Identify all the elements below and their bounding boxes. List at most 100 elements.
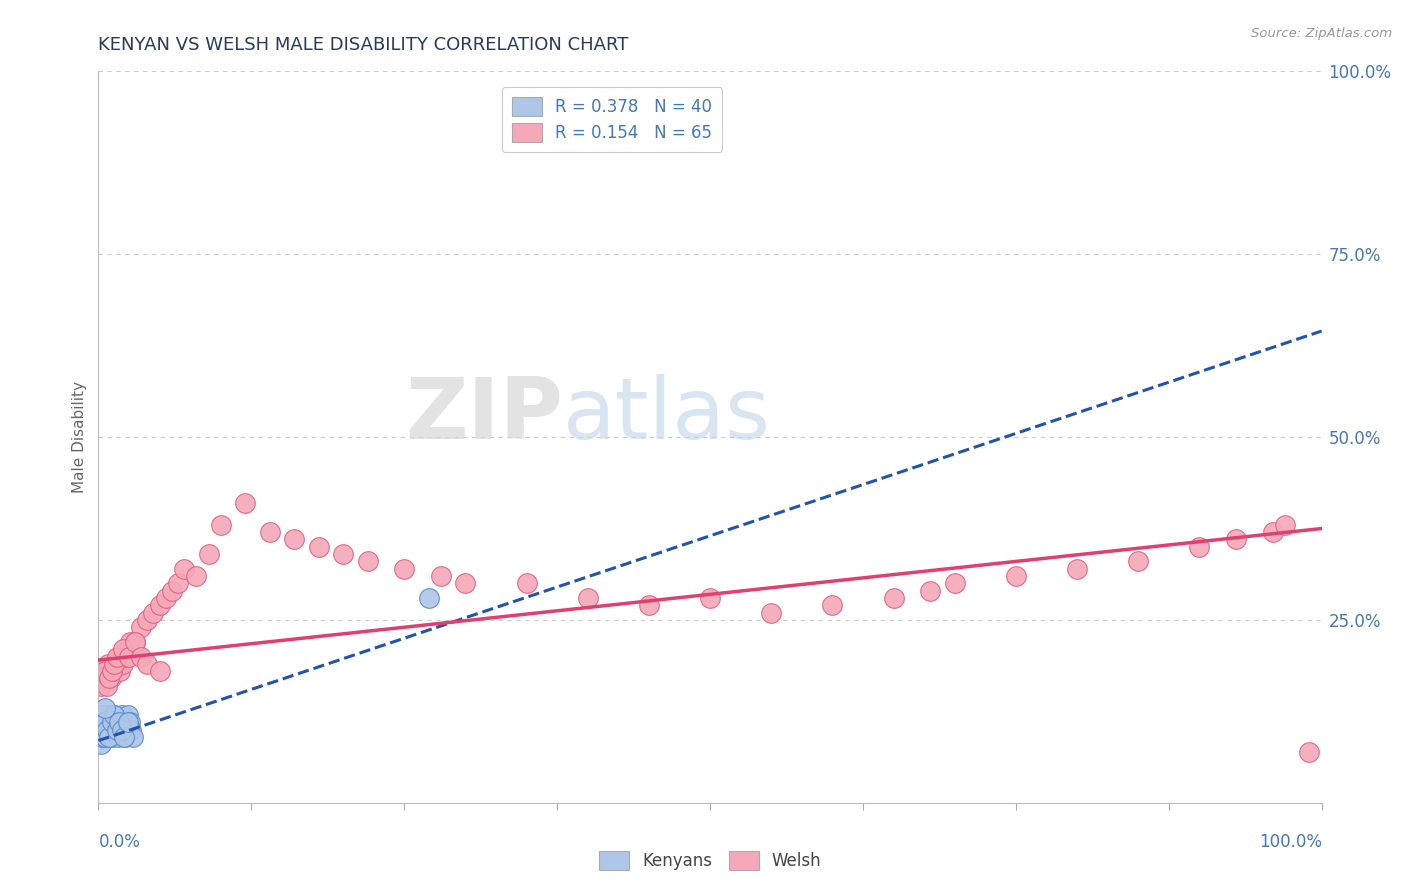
Point bbox=[124, 635, 146, 649]
Point bbox=[118, 649, 141, 664]
Point bbox=[118, 723, 141, 737]
Point bbox=[93, 664, 115, 678]
Text: Source: ZipAtlas.com: Source: ZipAtlas.com bbox=[1251, 27, 1392, 40]
Point bbox=[90, 737, 112, 751]
Point bbox=[100, 715, 122, 730]
Point bbox=[103, 708, 125, 723]
Point bbox=[97, 657, 120, 671]
Point bbox=[129, 620, 152, 634]
Point bbox=[91, 708, 114, 723]
Point bbox=[104, 715, 127, 730]
Point bbox=[96, 723, 118, 737]
Point bbox=[91, 723, 114, 737]
Point bbox=[124, 635, 146, 649]
Text: atlas: atlas bbox=[564, 374, 772, 457]
Point bbox=[111, 715, 134, 730]
Point bbox=[332, 547, 354, 561]
Point bbox=[308, 540, 330, 554]
Point bbox=[114, 649, 136, 664]
Point bbox=[186, 569, 208, 583]
Point bbox=[111, 657, 134, 671]
Point bbox=[101, 723, 124, 737]
Point bbox=[1298, 745, 1320, 759]
Point bbox=[110, 664, 132, 678]
Point bbox=[197, 547, 219, 561]
Point bbox=[94, 715, 117, 730]
Point bbox=[418, 591, 440, 605]
Point bbox=[98, 730, 121, 744]
Point bbox=[101, 715, 124, 730]
Point bbox=[136, 657, 159, 671]
Point bbox=[120, 635, 142, 649]
Point bbox=[105, 723, 128, 737]
Point bbox=[149, 599, 172, 613]
Point bbox=[105, 649, 128, 664]
Point bbox=[1066, 562, 1088, 576]
Point bbox=[515, 576, 537, 591]
Point bbox=[111, 642, 134, 657]
Point bbox=[155, 591, 177, 605]
Point bbox=[101, 664, 124, 678]
Point bbox=[112, 723, 135, 737]
Point bbox=[356, 554, 378, 568]
Point bbox=[920, 583, 942, 598]
Point bbox=[91, 672, 114, 686]
Point bbox=[110, 723, 132, 737]
Point bbox=[94, 664, 117, 678]
Point bbox=[117, 708, 139, 723]
Text: 0.0%: 0.0% bbox=[98, 833, 141, 851]
Point bbox=[259, 525, 281, 540]
Point bbox=[107, 730, 129, 744]
Point bbox=[136, 613, 159, 627]
Point bbox=[108, 715, 131, 730]
Point bbox=[117, 715, 139, 730]
Point bbox=[1274, 517, 1296, 532]
Point bbox=[108, 715, 131, 730]
Point bbox=[454, 576, 477, 591]
Legend: Kenyans, Welsh: Kenyans, Welsh bbox=[591, 843, 830, 879]
Point bbox=[283, 533, 305, 547]
Point bbox=[98, 723, 121, 737]
Point bbox=[761, 606, 783, 620]
Point bbox=[93, 700, 115, 714]
Point bbox=[96, 679, 118, 693]
Point bbox=[129, 649, 152, 664]
Point bbox=[97, 708, 120, 723]
Point bbox=[699, 591, 721, 605]
Point bbox=[430, 569, 453, 583]
Point bbox=[117, 642, 139, 657]
Point bbox=[101, 730, 124, 744]
Point bbox=[1004, 569, 1026, 583]
Point bbox=[160, 583, 183, 598]
Point bbox=[101, 664, 124, 678]
Point bbox=[1225, 533, 1247, 547]
Point bbox=[112, 730, 135, 744]
Point bbox=[104, 657, 127, 671]
Point bbox=[121, 642, 143, 657]
Point bbox=[576, 591, 599, 605]
Point bbox=[111, 708, 134, 723]
Point bbox=[142, 606, 165, 620]
Point bbox=[107, 649, 129, 664]
Point bbox=[96, 723, 118, 737]
Text: 100.0%: 100.0% bbox=[1258, 833, 1322, 851]
Point bbox=[173, 562, 195, 576]
Point bbox=[233, 496, 256, 510]
Point bbox=[90, 679, 112, 693]
Point bbox=[120, 723, 142, 737]
Point bbox=[105, 723, 128, 737]
Point bbox=[209, 517, 232, 532]
Point bbox=[111, 723, 134, 737]
Point bbox=[883, 591, 905, 605]
Point bbox=[120, 715, 142, 730]
Point bbox=[103, 708, 125, 723]
Point bbox=[167, 576, 190, 591]
Point bbox=[121, 730, 143, 744]
Point bbox=[93, 730, 115, 744]
Point bbox=[392, 562, 416, 576]
Point bbox=[1261, 525, 1284, 540]
Point bbox=[1188, 540, 1211, 554]
Text: KENYAN VS WELSH MALE DISABILITY CORRELATION CHART: KENYAN VS WELSH MALE DISABILITY CORRELAT… bbox=[98, 36, 628, 54]
Point bbox=[1128, 554, 1150, 568]
Text: ZIP: ZIP bbox=[405, 374, 564, 457]
